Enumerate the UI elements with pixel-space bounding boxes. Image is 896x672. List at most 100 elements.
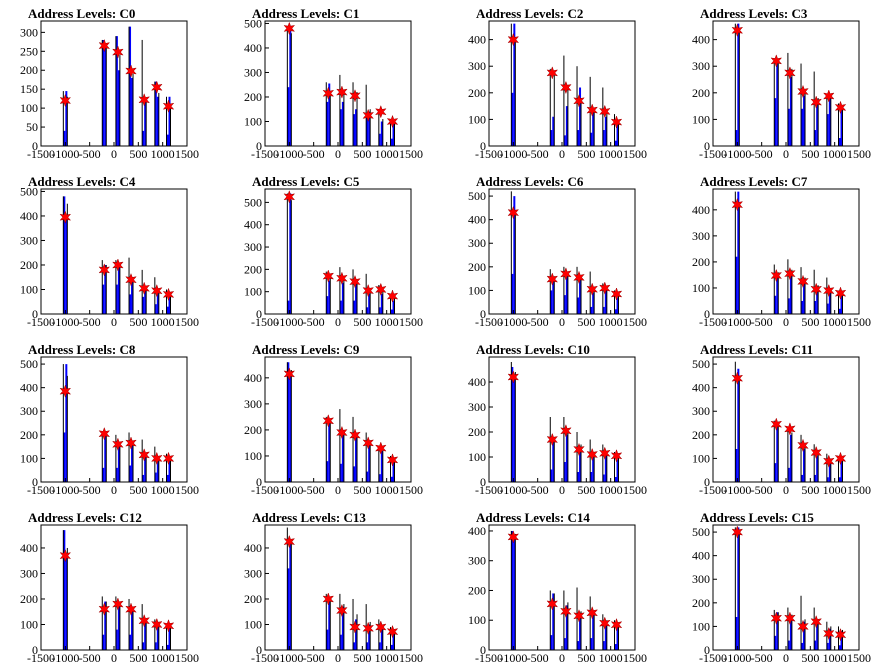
x-tick-label: 500: [577, 483, 595, 497]
chart-panel-12: Address Levels: C12 0 100 200 300 400 -1500-10…: [20, 510, 199, 665]
x-tick-label: 1500: [399, 147, 423, 161]
x-tick-label: 1000: [375, 651, 399, 665]
x-tick-label: -1000: [723, 147, 751, 161]
level-marker: [560, 604, 572, 619]
y-tick-label: 500: [20, 357, 38, 371]
chart-title: Address Levels: C14: [476, 510, 590, 525]
level-marker: [112, 437, 124, 452]
y-tick-label: 300: [468, 554, 486, 568]
level-marker: [598, 616, 611, 630]
y-tick-label: 0: [704, 139, 710, 153]
x-tick-label: -500: [303, 147, 325, 161]
level-marker: [322, 592, 335, 606]
y-tick-label: 300: [20, 566, 38, 580]
y-tick-label: 300: [468, 59, 486, 73]
level-marker: [731, 525, 744, 539]
level-marker: [546, 272, 559, 286]
level-marker: [349, 89, 361, 103]
y-tick-label: 0: [480, 307, 486, 321]
chart-panel-1: Address Levels: C10100200300400500-1500-…: [244, 6, 423, 161]
y-tick-label: 500: [692, 357, 710, 371]
y-tick-label: 300: [20, 233, 38, 247]
x-tick-label: 1000: [151, 315, 175, 329]
y-tick-label: 100: [692, 451, 710, 465]
x-tick-label: 1000: [151, 147, 175, 161]
level-marker: [283, 21, 296, 36]
y-tick-label: 400: [20, 209, 38, 223]
x-tick-label: 500: [353, 147, 371, 161]
y-tick-label: 100: [468, 613, 486, 627]
level-marker: [834, 100, 847, 115]
level-marker: [610, 115, 623, 129]
x-tick-label: -1500: [699, 651, 727, 665]
level-marker: [112, 597, 124, 611]
y-tick-label: 0: [704, 643, 710, 657]
y-tick-label: 300: [20, 404, 38, 418]
y-tick-label: 250: [20, 44, 38, 58]
chart-panel-14: Address Levels: C14 0 100 200 300 400 -1500-10…: [468, 510, 647, 665]
level-marker: [362, 621, 375, 636]
level-marker: [546, 597, 559, 611]
chart-title: Address Levels: C1: [252, 6, 359, 21]
y-tick-label: 300: [244, 397, 262, 411]
y-tick-label: 100: [244, 285, 262, 299]
y-tick-label: 100: [244, 114, 262, 128]
x-tick-label: 1000: [823, 483, 847, 497]
y-tick-label: 100: [244, 449, 262, 463]
level-marker: [586, 447, 599, 462]
x-tick-label: -500: [527, 483, 549, 497]
level-marker: [283, 190, 296, 204]
level-marker: [374, 441, 387, 455]
level-marker: [283, 534, 296, 549]
level-marker: [797, 84, 809, 99]
y-tick-label: 500: [468, 189, 486, 203]
y-tick-label: 0: [704, 475, 710, 489]
level-marker: [834, 627, 847, 642]
x-tick-label: 500: [129, 315, 147, 329]
x-tick-label: -1500: [699, 315, 727, 329]
y-tick-label: 400: [468, 33, 486, 47]
x-tick-label: -1000: [723, 651, 751, 665]
x-tick-label: -500: [527, 315, 549, 329]
x-tick-label: 1500: [175, 147, 199, 161]
x-tick-label: 1500: [847, 315, 871, 329]
level-marker: [283, 367, 296, 381]
level-marker: [731, 371, 744, 385]
x-tick-label: -1500: [475, 483, 503, 497]
y-tick-label: 100: [468, 450, 486, 464]
x-tick-label: -1000: [499, 483, 527, 497]
y-tick-label: 300: [244, 65, 262, 79]
level-marker: [573, 94, 585, 108]
y-tick-label: 200: [244, 262, 262, 276]
y-tick-label: 400: [20, 381, 38, 395]
level-marker: [586, 606, 599, 620]
level-marker: [784, 266, 796, 281]
y-tick-label: 400: [468, 213, 486, 227]
chart-panel-11: Address Levels: C11 0 100 200 300 400 500 -1500…: [692, 342, 871, 497]
level-marker: [586, 103, 599, 117]
x-tick-label: -1500: [27, 651, 55, 665]
level-marker: [822, 89, 835, 103]
level-marker: [784, 66, 796, 80]
x-tick-label: 0: [335, 147, 341, 161]
level-marker: [59, 548, 72, 563]
x-tick-label: 1000: [375, 483, 399, 497]
x-tick-label: -1000: [51, 147, 79, 161]
level-marker: [162, 99, 175, 113]
y-tick-label: 200: [20, 428, 38, 442]
x-tick-label: 0: [559, 483, 565, 497]
y-tick-label: 0: [32, 475, 38, 489]
level-marker: [546, 66, 559, 80]
level-marker: [784, 422, 796, 436]
x-tick-label: -1500: [27, 147, 55, 161]
level-marker: [770, 611, 783, 625]
y-tick-label: 400: [692, 549, 710, 563]
x-tick-label: 0: [111, 651, 117, 665]
x-tick-label: 1500: [399, 315, 423, 329]
x-tick-label: 0: [111, 147, 117, 161]
level-marker: [386, 289, 399, 303]
y-tick-label: 300: [468, 400, 486, 414]
y-tick-label: 50: [26, 120, 38, 134]
y-tick-label: 200: [468, 583, 486, 597]
